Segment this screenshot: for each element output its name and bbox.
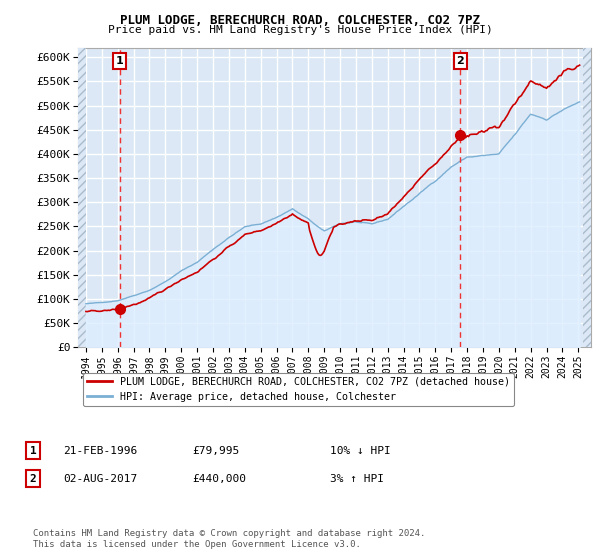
Text: £79,995: £79,995: [192, 446, 239, 456]
Text: £440,000: £440,000: [192, 474, 246, 484]
Text: Price paid vs. HM Land Registry's House Price Index (HPI): Price paid vs. HM Land Registry's House …: [107, 25, 493, 35]
Text: 1: 1: [29, 446, 37, 456]
Text: 21-FEB-1996: 21-FEB-1996: [63, 446, 137, 456]
Bar: [78, 48, 86, 347]
Text: 02-AUG-2017: 02-AUG-2017: [63, 474, 137, 484]
Text: 2: 2: [29, 474, 37, 484]
Bar: [583, 48, 599, 347]
Text: Contains HM Land Registry data © Crown copyright and database right 2024.
This d: Contains HM Land Registry data © Crown c…: [33, 529, 425, 549]
Text: 1: 1: [116, 56, 124, 66]
Legend: PLUM LODGE, BERECHURCH ROAD, COLCHESTER, CO2 7PZ (detached house), HPI: Average : PLUM LODGE, BERECHURCH ROAD, COLCHESTER,…: [83, 373, 514, 405]
Text: 2: 2: [457, 56, 464, 66]
Text: 3% ↑ HPI: 3% ↑ HPI: [330, 474, 384, 484]
Text: PLUM LODGE, BERECHURCH ROAD, COLCHESTER, CO2 7PZ: PLUM LODGE, BERECHURCH ROAD, COLCHESTER,…: [120, 14, 480, 27]
Text: 10% ↓ HPI: 10% ↓ HPI: [330, 446, 391, 456]
